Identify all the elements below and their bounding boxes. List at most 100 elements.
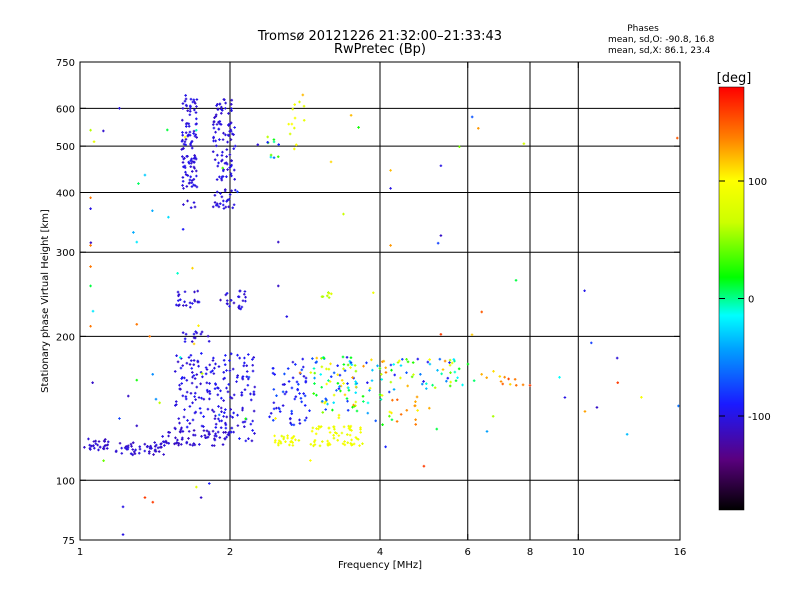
data-point xyxy=(219,123,223,126)
data-point xyxy=(158,401,161,405)
data-point xyxy=(291,441,295,444)
data-point xyxy=(190,146,194,150)
data-point xyxy=(181,180,185,183)
data-point xyxy=(236,413,239,417)
data-point xyxy=(329,362,332,366)
data-point xyxy=(124,445,128,448)
data-point xyxy=(391,398,394,402)
data-point xyxy=(294,438,297,442)
data-point xyxy=(183,140,187,144)
data-point xyxy=(89,265,92,268)
data-point xyxy=(393,373,396,377)
y-tick-label: 500 xyxy=(56,142,75,153)
data-point xyxy=(225,299,229,302)
y-tick-label: 100 xyxy=(56,476,75,487)
data-point xyxy=(229,138,233,141)
data-point xyxy=(219,389,222,393)
data-point xyxy=(388,410,392,414)
data-point xyxy=(450,361,454,365)
data-point xyxy=(443,359,447,363)
data-point xyxy=(389,187,392,190)
data-point xyxy=(428,358,431,361)
data-point xyxy=(222,169,225,173)
data-point xyxy=(399,376,402,380)
data-point xyxy=(230,103,233,106)
data-point xyxy=(227,383,231,386)
data-point xyxy=(197,324,200,328)
data-point xyxy=(221,443,225,446)
data-point xyxy=(102,445,106,449)
data-point xyxy=(215,144,218,148)
data-point xyxy=(329,375,333,378)
data-point xyxy=(449,371,452,374)
data-point xyxy=(135,322,139,326)
data-point xyxy=(212,444,216,447)
data-point xyxy=(220,105,223,109)
data-point xyxy=(382,359,386,363)
data-point xyxy=(185,390,189,394)
data-point xyxy=(310,429,314,433)
data-point xyxy=(181,364,185,367)
data-point xyxy=(189,144,193,147)
data-point xyxy=(336,373,340,376)
data-point xyxy=(425,387,428,390)
data-point xyxy=(252,356,256,359)
data-point xyxy=(282,435,286,439)
data-point xyxy=(436,369,439,372)
data-point xyxy=(222,207,226,210)
data-point xyxy=(349,442,353,445)
grid-lines xyxy=(80,62,680,540)
data-point xyxy=(233,178,236,181)
data-point xyxy=(189,175,192,179)
data-point xyxy=(313,371,317,375)
data-point xyxy=(250,439,254,443)
data-point xyxy=(349,424,353,428)
data-point xyxy=(327,296,331,299)
data-point xyxy=(338,373,342,377)
data-point xyxy=(274,439,277,442)
data-point xyxy=(214,139,217,143)
data-point xyxy=(188,405,192,408)
data-point xyxy=(498,375,502,378)
data-point xyxy=(320,295,324,298)
data-point xyxy=(105,447,109,450)
data-point xyxy=(298,418,301,422)
data-point xyxy=(214,130,217,134)
data-point xyxy=(345,356,349,359)
data-point xyxy=(131,453,135,457)
data-point xyxy=(187,437,190,440)
data-point xyxy=(102,129,105,133)
data-point xyxy=(183,157,186,160)
data-point xyxy=(314,432,318,436)
data-point xyxy=(217,365,221,368)
data-point xyxy=(378,367,382,370)
y-tick-label: 600 xyxy=(56,104,75,115)
data-point xyxy=(196,300,200,304)
data-point xyxy=(183,337,187,341)
data-point xyxy=(332,393,336,397)
y-tick-label: 400 xyxy=(56,188,75,199)
data-point xyxy=(226,198,229,202)
data-point xyxy=(354,400,358,404)
data-point xyxy=(396,361,400,364)
data-point xyxy=(225,435,228,439)
data-point xyxy=(227,431,231,434)
data-point xyxy=(126,444,130,448)
data-point xyxy=(176,290,180,294)
data-point xyxy=(297,383,300,386)
data-point xyxy=(225,386,228,390)
data-point xyxy=(238,437,241,440)
data-point xyxy=(176,360,180,364)
data-point xyxy=(303,394,307,398)
data-point xyxy=(91,309,95,313)
data-point xyxy=(178,430,182,433)
data-point xyxy=(675,136,679,140)
data-point xyxy=(341,442,345,445)
data-point xyxy=(355,382,359,385)
data-point xyxy=(294,395,298,398)
data-point xyxy=(218,175,221,179)
data-point xyxy=(247,437,250,441)
data-point xyxy=(189,142,192,146)
data-point xyxy=(472,379,476,382)
data-point xyxy=(120,452,124,455)
